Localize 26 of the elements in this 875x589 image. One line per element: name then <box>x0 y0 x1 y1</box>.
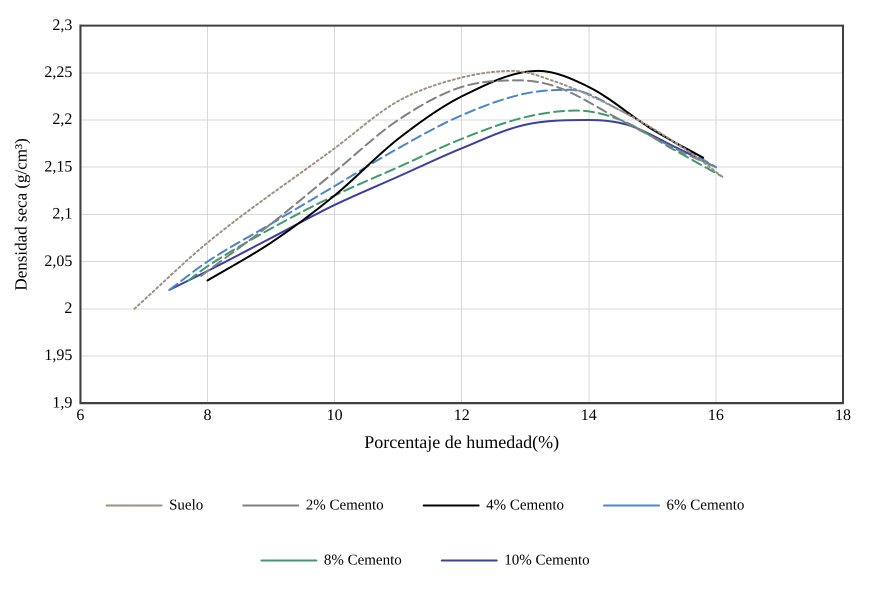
legend-label: Suelo <box>169 497 204 514</box>
legend-label: 8% Cemento <box>324 552 402 568</box>
x-axis-title: Porcentaje de humedad(%) <box>364 432 560 452</box>
y-tick-label: 2,25 <box>44 64 72 82</box>
y-tick-label: 2,1 <box>52 206 72 223</box>
y-tick-label: 2,05 <box>44 252 72 270</box>
y-tick-label: 2 <box>64 300 72 318</box>
legend-label: 6% Cemento <box>666 497 744 514</box>
x-tick-label: 18 <box>835 407 851 424</box>
legend-label: 4% Cemento <box>486 497 564 514</box>
x-tick-label: 6 <box>76 407 84 424</box>
y-tick-label: 1,9 <box>52 394 72 412</box>
y-tick-label: 2,2 <box>52 111 72 128</box>
y-tick-label: 1,95 <box>44 347 72 364</box>
y-tick-label: 2,15 <box>44 158 72 176</box>
y-tick-label: 2,3 <box>52 16 72 34</box>
legend-label: 10% Cemento <box>504 552 590 568</box>
x-tick-label: 16 <box>708 407 724 424</box>
line-series <box>133 70 724 310</box>
y-axis-title: Densidad seca (g/cm³) <box>12 138 31 291</box>
x-tick-label: 8 <box>204 407 212 424</box>
x-tick-label: 12 <box>454 407 470 424</box>
x-tick-label: 10 <box>326 407 343 424</box>
x-tick-label: 14 <box>580 407 597 424</box>
line-series <box>168 88 717 291</box>
legend-label: 2% Cemento <box>306 497 384 514</box>
